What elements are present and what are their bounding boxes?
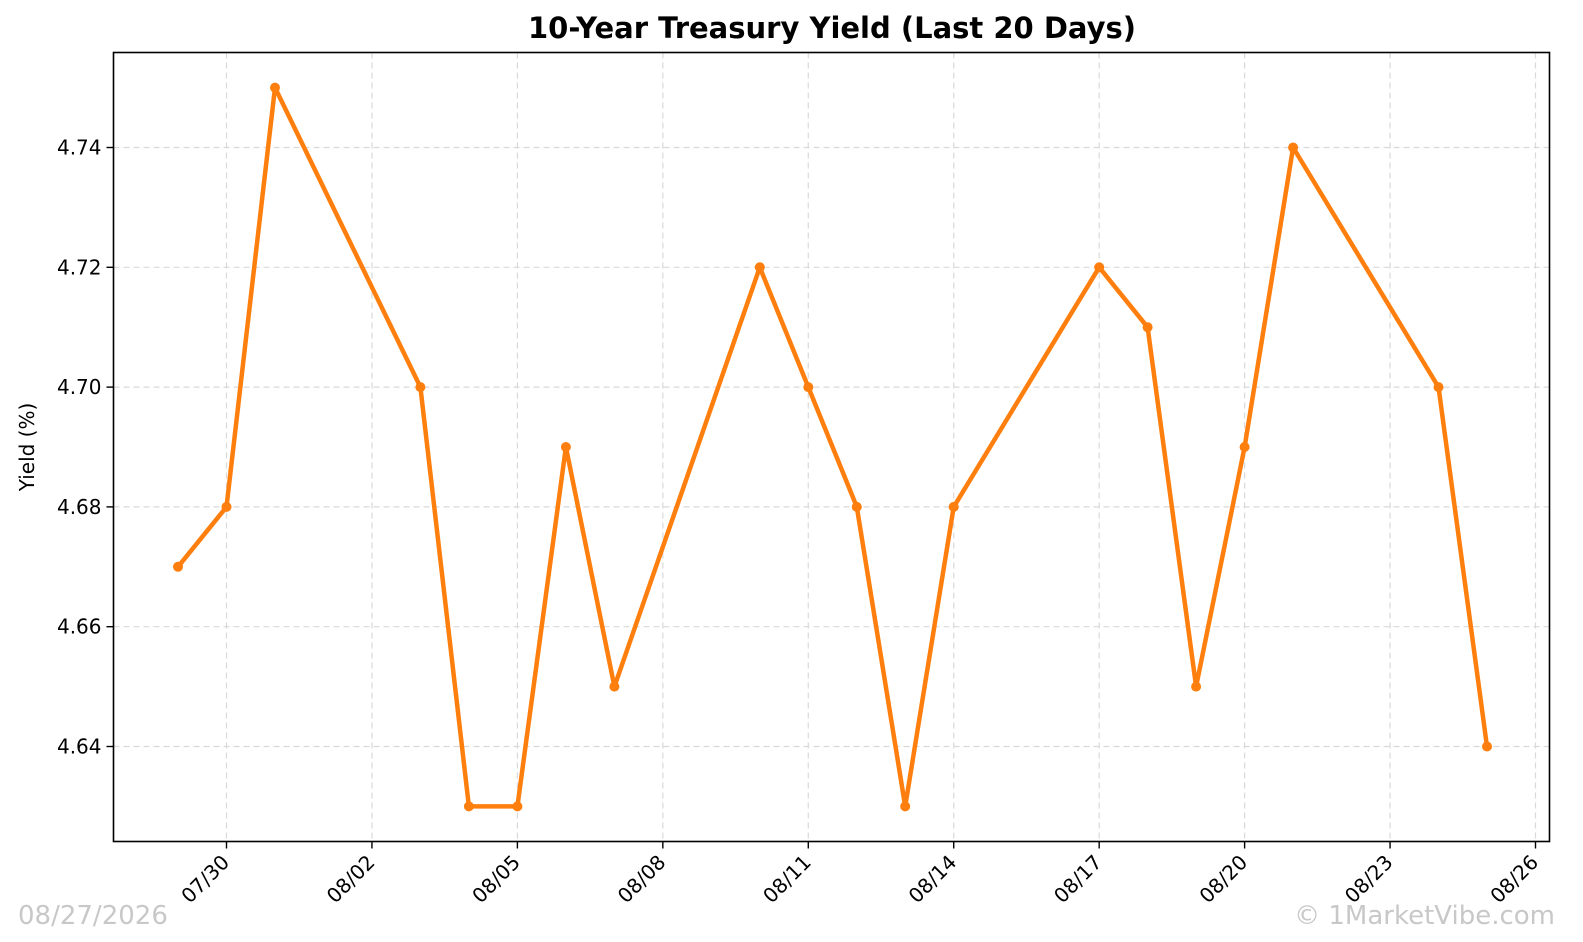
x-tick-label: 08/23: [1340, 850, 1398, 908]
data-point: [1239, 442, 1250, 452]
data-point: [803, 382, 814, 393]
y-axis: 4.64 4.66 4.68 4.70 4.72 4.74: [57, 136, 114, 759]
x-tick-label: 08/08: [613, 850, 671, 908]
data-point: [851, 501, 862, 512]
data-point: [1433, 382, 1444, 393]
series-line: [175, 85, 1490, 809]
data-point: [609, 681, 620, 692]
data-point: [463, 801, 474, 812]
y-tick-label: 4.68: [57, 495, 102, 519]
data-point: [173, 561, 183, 572]
data-point: [270, 82, 280, 93]
copyright-watermark: © 1MarketVibe.com: [1294, 901, 1555, 931]
data-point: [1482, 741, 1492, 752]
data-point: [754, 262, 765, 273]
data-series: [173, 82, 1492, 812]
x-tick-label: 08/11: [758, 850, 816, 908]
date-watermark: 08/27/2026: [18, 901, 168, 931]
x-tick-label: 08/14: [904, 850, 962, 908]
y-tick-label: 4.64: [57, 735, 102, 759]
x-axis: 07/30 08/02 08/05 08/08 08/11 08/14 08/17 08/20…: [176, 841, 1543, 908]
data-point: [560, 442, 571, 452]
y-tick-label: 4.74: [57, 136, 102, 160]
data-point: [415, 382, 426, 393]
y-tick-label: 4.72: [57, 255, 102, 279]
y-axis-label: Yield (%): [15, 403, 39, 493]
y-tick-label: 4.66: [57, 615, 102, 639]
data-point: [900, 801, 911, 812]
data-point: [948, 501, 959, 512]
x-tick-label: 08/02: [322, 850, 380, 908]
data-point: [1288, 142, 1299, 153]
plot-frame: [112, 51, 1551, 843]
x-tick-label: 08/26: [1485, 850, 1543, 908]
x-tick-label: 07/30: [176, 850, 234, 908]
x-tick-label: 08/17: [1049, 850, 1107, 908]
data-point: [512, 801, 523, 812]
data-point: [1191, 681, 1202, 692]
x-tick-label: 08/05: [467, 850, 525, 908]
x-tick-label: 08/20: [1194, 850, 1252, 908]
data-point: [1094, 262, 1105, 273]
y-tick-label: 4.70: [57, 375, 102, 399]
data-point: [221, 501, 232, 512]
data-point: [1142, 322, 1153, 333]
chart-title: 10-Year Treasury Yield (Last 20 Days): [528, 11, 1136, 45]
